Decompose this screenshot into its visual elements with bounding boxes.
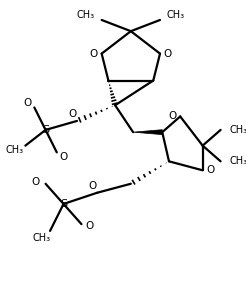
Text: CH₃: CH₃ (230, 125, 246, 135)
Text: O: O (90, 49, 98, 59)
Text: O: O (206, 165, 215, 175)
Text: CH₃: CH₃ (167, 11, 185, 20)
Text: O: O (164, 49, 172, 59)
Text: S: S (60, 199, 67, 209)
Text: O: O (24, 98, 32, 108)
Polygon shape (133, 130, 162, 135)
Text: CH₃: CH₃ (5, 145, 23, 155)
Text: CH₃: CH₃ (230, 156, 246, 166)
Text: CH₃: CH₃ (32, 233, 50, 243)
Text: S: S (42, 125, 49, 135)
Text: O: O (89, 181, 97, 191)
Text: O: O (168, 111, 176, 122)
Text: O: O (68, 109, 77, 119)
Text: O: O (59, 152, 68, 162)
Text: O: O (85, 222, 93, 231)
Text: O: O (31, 177, 40, 187)
Text: CH₃: CH₃ (77, 11, 95, 20)
